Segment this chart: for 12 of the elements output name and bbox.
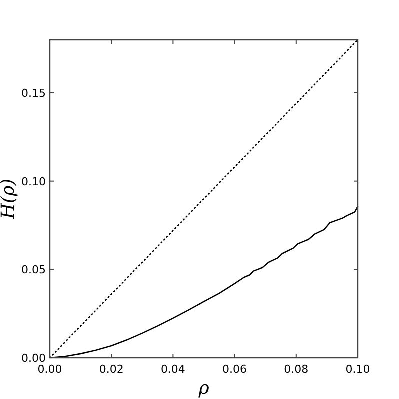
y-axis-title: H(ρ) xyxy=(0,178,19,220)
x-tick-label: 0.10 xyxy=(346,363,370,376)
x-tick-label: 0.02 xyxy=(99,363,124,376)
x-tick-label: 0.00 xyxy=(38,363,62,376)
y-tick-label: 0.10 xyxy=(22,175,46,188)
x-tick-label: 0.08 xyxy=(284,363,309,376)
y-tick-label: 0.00 xyxy=(22,352,46,365)
y-tick-label: 0.05 xyxy=(22,264,46,277)
x-tick-label: 0.06 xyxy=(222,363,248,376)
x-tick-label: 0.04 xyxy=(160,363,186,376)
x-axis-title: ρ xyxy=(198,378,210,399)
y-tick-label: 0.15 xyxy=(22,87,46,100)
